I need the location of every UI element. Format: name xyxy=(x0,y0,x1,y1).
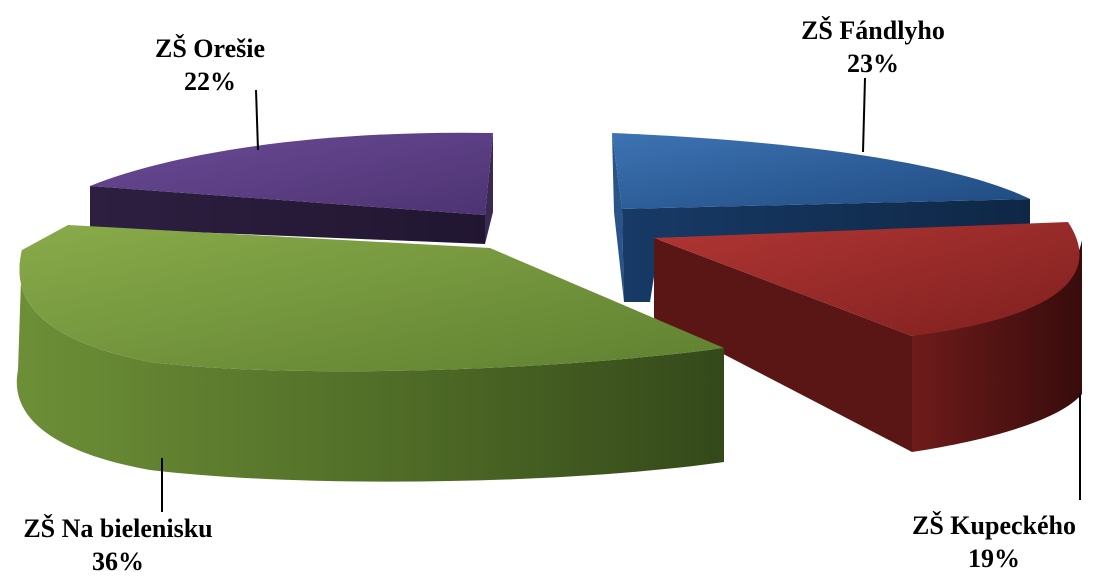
label-oresie-value: 22% xyxy=(184,67,236,96)
label-na-bielenisku-value: 36% xyxy=(92,547,144,576)
label-kupeckeho: ZŠ Kupeckého 19% xyxy=(888,509,1100,575)
slice-na-bielenisku xyxy=(16,225,725,482)
label-na-bielenisku: ZŠ Na bielenisku 36% xyxy=(4,512,232,578)
slice-fandlyho xyxy=(612,133,1030,302)
leader-line-oresie xyxy=(255,89,259,151)
slice-na-bielenisku-top xyxy=(19,225,724,372)
label-oresie-name: ZŠ Orešie xyxy=(154,34,266,63)
slice-oresie-side-right xyxy=(485,133,493,244)
label-fandlyho-name: ZŠ Fándlyho xyxy=(801,16,945,45)
label-fandlyho: ZŠ Fándlyho 23% xyxy=(778,14,968,80)
slice-oresie-top xyxy=(90,132,493,215)
label-oresie: ZŠ Orešie 22% xyxy=(130,32,290,98)
slice-kupeckeho-side xyxy=(912,240,1082,452)
slice-fandlyho-side xyxy=(622,199,1030,302)
slice-kupeckeho-side-left xyxy=(654,238,912,452)
label-kupeckeho-name: ZŠ Kupeckého xyxy=(912,511,1076,540)
slice-na-bielenisku-side xyxy=(16,250,725,482)
label-fandlyho-value: 23% xyxy=(847,49,899,78)
slice-fandlyho-side-left xyxy=(612,133,624,302)
slice-fandlyho-top xyxy=(612,133,1030,209)
label-na-bielenisku-name: ZŠ Na bielenisku xyxy=(23,514,213,543)
slice-oresie xyxy=(90,132,493,244)
slice-kupeckeho-top xyxy=(654,222,1080,336)
label-kupeckeho-value: 19% xyxy=(968,544,1020,573)
leader-line-fandlyho xyxy=(862,77,866,153)
slice-kupeckeho xyxy=(654,222,1082,452)
slice-oresie-side xyxy=(90,186,485,244)
